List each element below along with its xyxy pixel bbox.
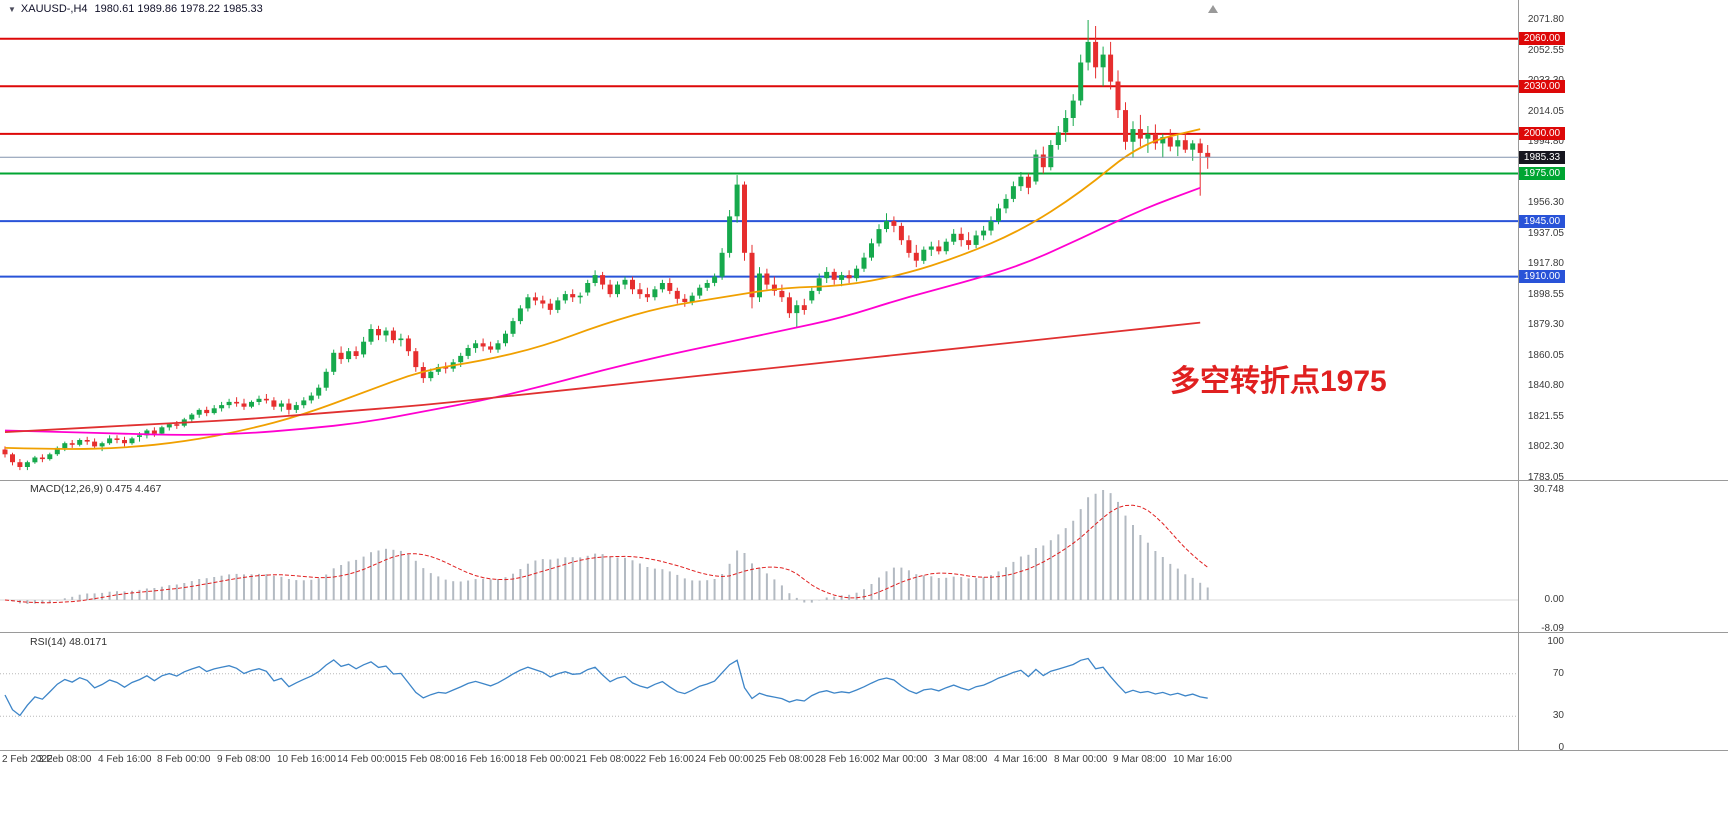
macd-signal-line	[4, 504, 1209, 604]
ma-mid-magenta-line[interactable]	[4, 186, 1201, 436]
rsi-line	[4, 657, 1208, 717]
macd-histogram	[11, 490, 1209, 604]
ma-slow-red-line[interactable]	[4, 321, 1201, 433]
candles-layer[interactable]	[2, 20, 1211, 471]
chart-shift-marker-icon[interactable]	[1208, 5, 1218, 13]
ma-fast-orange-line[interactable]	[4, 128, 1201, 450]
